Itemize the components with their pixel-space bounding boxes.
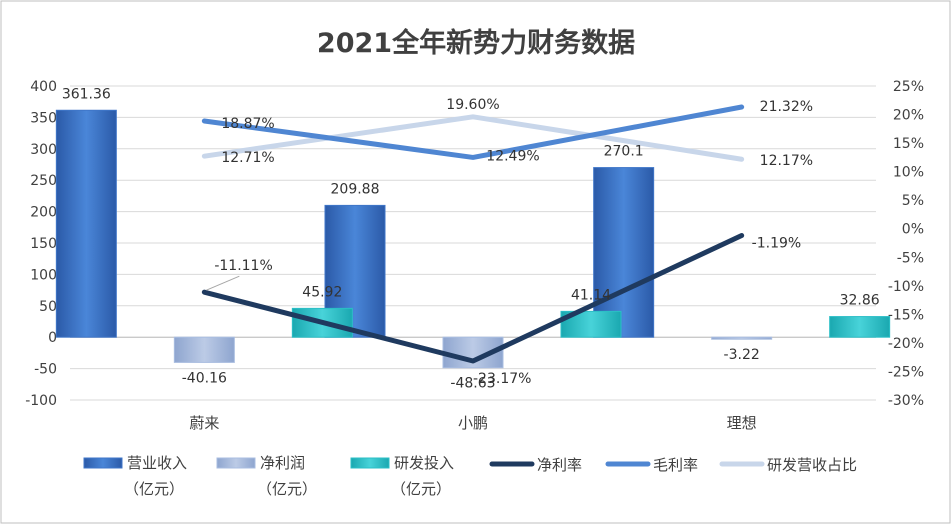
right-tick-label: -25% xyxy=(888,364,924,380)
category-label: 蔚来 xyxy=(189,414,219,432)
bar-1-0 xyxy=(173,336,235,363)
line-label: 21.32% xyxy=(760,99,813,115)
left-tick-label: 100 xyxy=(30,267,57,283)
right-tick-label: -10% xyxy=(888,279,924,295)
legend-label-line2: （亿元） xyxy=(257,480,317,498)
line-label: -23.17% xyxy=(473,371,531,387)
legend: 营业收入 （亿元） 净利润 （亿元） 研发投入 （亿元） 净利率 毛利率 研发营收占比 xyxy=(83,454,857,498)
legend-label: 毛利率 xyxy=(653,456,698,474)
right-tick-label: -5% xyxy=(897,250,924,266)
line-label: 12.49% xyxy=(486,148,539,164)
left-tick-label: -50 xyxy=(34,362,57,378)
category-axis: 蔚来 小鹏 理想 xyxy=(189,414,756,432)
line-label: 12.17% xyxy=(760,153,813,169)
bar-label: -40.16 xyxy=(182,370,227,386)
chart-title: 2021全年新势力财务数据 xyxy=(317,27,635,59)
line-point xyxy=(471,359,475,363)
line-label: -11.11% xyxy=(214,258,272,274)
line-point xyxy=(202,119,206,123)
right-tick-label: 0% xyxy=(902,222,924,238)
left-tick-label: 0 xyxy=(48,330,57,346)
right-tick-label: 25% xyxy=(893,79,924,95)
right-tick-label: 5% xyxy=(902,193,924,209)
legend-label: 营业收入 xyxy=(127,454,187,472)
right-tick-label: 20% xyxy=(893,108,924,124)
right-tick-label: -15% xyxy=(888,307,924,323)
line-label: -1.19% xyxy=(752,236,802,252)
legend-label: 净利率 xyxy=(537,456,582,474)
line-label: 18.87% xyxy=(221,116,274,132)
left-tick-label: -100 xyxy=(25,393,57,409)
legend-label-line2: （亿元） xyxy=(391,480,451,498)
line-point xyxy=(202,290,206,294)
right-tick-label: 10% xyxy=(893,165,924,181)
bar-0-2 xyxy=(593,167,655,338)
line-label: 12.71% xyxy=(221,150,274,166)
line-point xyxy=(471,155,475,159)
legend-swatch xyxy=(216,457,256,469)
left-tick-label: 50 xyxy=(39,299,57,315)
left-tick-label: 250 xyxy=(30,173,57,189)
bar-label: 45.92 xyxy=(302,284,342,300)
left-tick-label: 150 xyxy=(30,236,57,252)
legend-label: 净利润 xyxy=(260,454,305,472)
legend-label: 研发投入 xyxy=(394,454,454,472)
left-tick-label: 300 xyxy=(30,142,57,158)
left-tick-label: 350 xyxy=(30,110,57,126)
right-tick-label: -20% xyxy=(888,336,924,352)
data-labels: 361.36 209.88 270.1 -40.16 -48.63 -3.22 45.92 4… xyxy=(62,86,880,391)
category-label: 小鹏 xyxy=(458,414,488,432)
right-tick-label: 15% xyxy=(893,136,924,152)
category-label: 理想 xyxy=(727,414,757,432)
right-axis: 25% 20% 15% 10% 5% 0% -5% -10% -15% -20% -25% -30% xyxy=(888,79,924,409)
leader-line xyxy=(206,275,240,291)
bar-label: -48.63 xyxy=(450,376,495,392)
bar-label: 361.36 xyxy=(62,86,111,102)
bar-label: -3.22 xyxy=(724,347,760,363)
left-axis: 400 350 300 250 200 150 100 50 0 -50 -100 xyxy=(25,79,57,409)
line-point xyxy=(471,115,475,119)
line-point xyxy=(202,154,206,158)
legend-swatch xyxy=(350,457,390,469)
lines xyxy=(201,104,745,364)
legend-label-line2: （亿元） xyxy=(124,480,184,498)
bar-label: 41.14 xyxy=(571,287,611,303)
left-tick-label: 200 xyxy=(30,205,57,221)
bar-label: 32.86 xyxy=(840,293,880,309)
bar-1-2 xyxy=(711,336,773,340)
bar-label: 270.1 xyxy=(604,144,644,160)
left-tick-label: 400 xyxy=(30,79,57,95)
bars xyxy=(55,109,891,369)
line-point xyxy=(740,157,744,161)
bar-0-0 xyxy=(55,109,117,338)
legend-label: 研发营收占比 xyxy=(767,456,857,474)
bar-label: 209.88 xyxy=(331,181,380,197)
line-point xyxy=(740,234,744,238)
line-point xyxy=(740,105,744,109)
legend-swatch xyxy=(83,457,123,469)
bar-2-2 xyxy=(829,316,891,338)
right-tick-label: -30% xyxy=(888,393,924,409)
line-label: 19.60% xyxy=(446,97,499,113)
